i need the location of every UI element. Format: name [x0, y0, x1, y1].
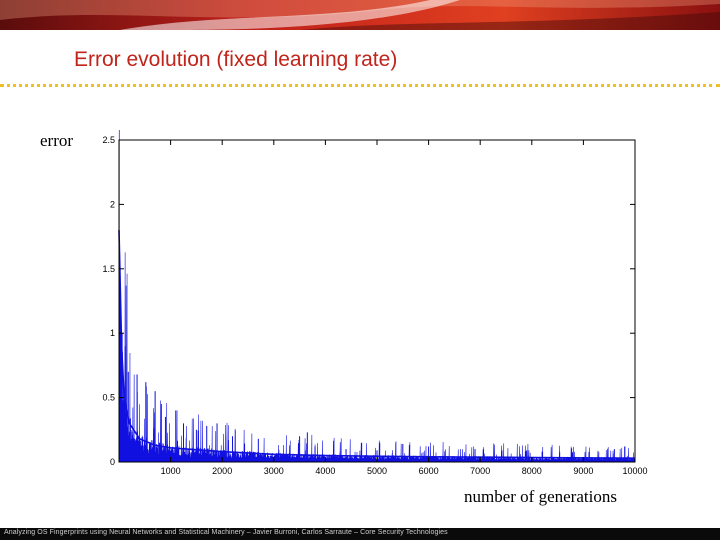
y-tick-label: 1	[110, 328, 115, 338]
x-tick-label: 2000	[212, 466, 232, 475]
banner-graphic	[0, 0, 720, 30]
x-tick-label: 3000	[264, 466, 284, 475]
x-tick-label: 9000	[573, 466, 593, 475]
x-tick-label: 6000	[419, 466, 439, 475]
y-axis-ticks: 0 0.5 1 1.5 2 2.5	[102, 135, 635, 467]
slide-title: Error evolution (fixed learning rate)	[74, 48, 398, 71]
error-chart: 1000 2000 3000 4000 5000 6000 7000 8000 9000 1000…	[102, 130, 648, 475]
x-axis-caption: number of generations	[464, 487, 617, 506]
y-tick-label: 0.5	[102, 393, 115, 403]
plot-frame	[118, 139, 636, 463]
y-tick-label: 1.5	[102, 264, 115, 274]
x-tick-label: 5000	[367, 466, 387, 475]
x-tick-label: 1000	[161, 466, 181, 475]
x-tick-label: 10000	[622, 466, 647, 475]
error-series-line	[118, 130, 636, 463]
header-banner	[0, 0, 720, 30]
y-tick-label: 2	[110, 199, 115, 209]
x-axis-ticks: 1000 2000 3000 4000 5000 6000 7000 8000 9000 1000…	[161, 140, 648, 475]
y-tick-label: 0	[110, 457, 115, 467]
x-tick-label: 4000	[315, 466, 335, 475]
footer-text: Analyzing OS Fingerprints using Neural N…	[4, 529, 448, 536]
footer-bar: Analyzing OS Fingerprints using Neural N…	[0, 528, 720, 540]
y-axis-caption: error	[40, 131, 74, 150]
dotted-divider	[0, 84, 720, 87]
x-tick-label: 7000	[470, 466, 490, 475]
plot-layer	[118, 130, 636, 463]
y-tick-label: 2.5	[102, 135, 115, 145]
x-tick-label: 8000	[522, 466, 542, 475]
error-series-envelope	[118, 230, 636, 459]
